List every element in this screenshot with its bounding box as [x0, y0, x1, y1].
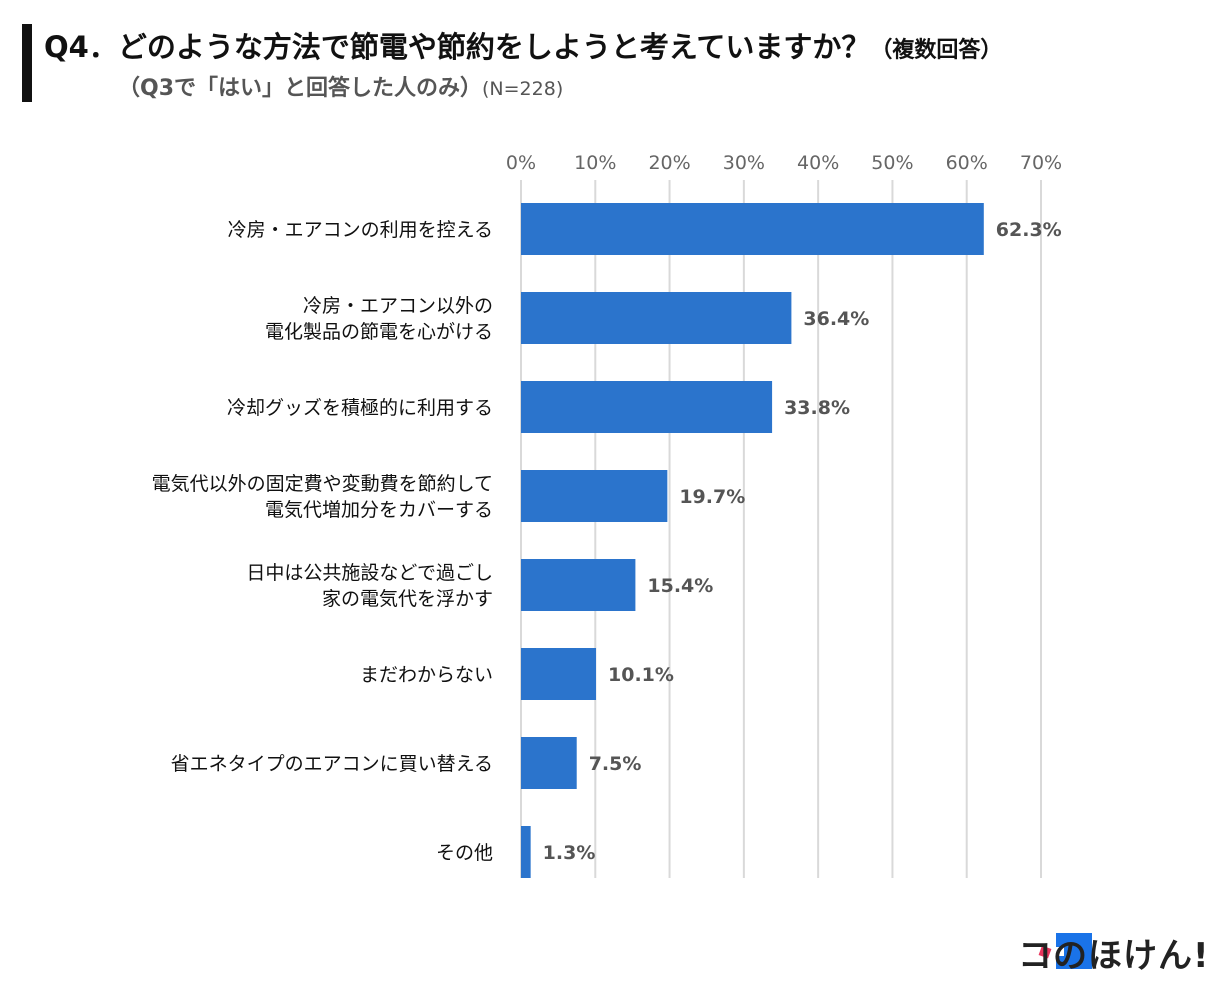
bar-value-label: 36.4% — [803, 308, 869, 330]
bar-value-label: 7.5% — [589, 753, 642, 775]
logo-white-notch — [1052, 947, 1064, 956]
category-label: 電気代増加分をカバーする — [265, 499, 493, 521]
subtitle-text: （Q3で「はい」と回答した人のみ） — [118, 76, 483, 101]
logo-pink-square — [1038, 945, 1052, 959]
x-tick-label: 40% — [797, 152, 839, 174]
category-label: まだわからない — [360, 664, 493, 686]
x-tick-label: 60% — [946, 152, 988, 174]
bar-value-label: 1.3% — [543, 842, 596, 864]
category-label: 電気代以外の固定費や変動費を節約して — [152, 473, 493, 495]
category-label: 家の電気代を浮かす — [322, 588, 493, 610]
bar — [521, 648, 597, 700]
category-label: 冷房・エアコンの利用を控える — [228, 219, 493, 241]
title-suffix: （複数回答） — [870, 38, 1003, 63]
title-accent-bar — [22, 24, 32, 102]
x-tick-label: 10% — [574, 152, 616, 174]
bar — [521, 559, 636, 611]
category-label: 省エネタイプのエアコンに買い替える — [171, 753, 493, 775]
x-tick-label: 0% — [506, 152, 536, 174]
bar — [521, 470, 668, 522]
sample-size: (N=228) — [482, 78, 564, 100]
bar-value-label: 62.3% — [996, 219, 1062, 241]
bar — [521, 203, 984, 255]
bar — [521, 737, 577, 789]
category-label: 日中は公共施設などで過ごし — [246, 562, 493, 584]
page-subtitle: （Q3で「はい」と回答した人のみ）(N=228) — [118, 70, 563, 102]
bar — [521, 381, 773, 433]
x-tick-label: 30% — [723, 152, 765, 174]
bar — [521, 292, 792, 344]
bar — [521, 826, 531, 878]
page-title: Q4．どのような方法で節電や節約をしようと考えていますか？（複数回答） — [44, 24, 1002, 66]
bar-value-label: 10.1% — [608, 664, 674, 686]
x-tick-label: 20% — [648, 152, 690, 174]
bar-value-label: 15.4% — [647, 575, 713, 597]
title-text: Q4．どのような方法で節電や節約をしようと考えていますか？ — [44, 30, 871, 64]
category-label: 冷房・エアコン以外の — [303, 295, 493, 317]
category-label: 電化製品の節電を心がける — [265, 321, 493, 343]
category-label: その他 — [436, 842, 493, 864]
bar-value-label: 33.8% — [784, 397, 850, 419]
x-tick-label: 70% — [1020, 152, 1062, 174]
brand-logo-icon — [1038, 933, 1092, 969]
brand-logo-text: コのほけん! — [1018, 936, 1210, 976]
x-tick-label: 50% — [871, 152, 913, 174]
bar-value-label: 19.7% — [679, 486, 745, 508]
category-label: 冷却グッズを積極的に利用する — [227, 397, 493, 419]
